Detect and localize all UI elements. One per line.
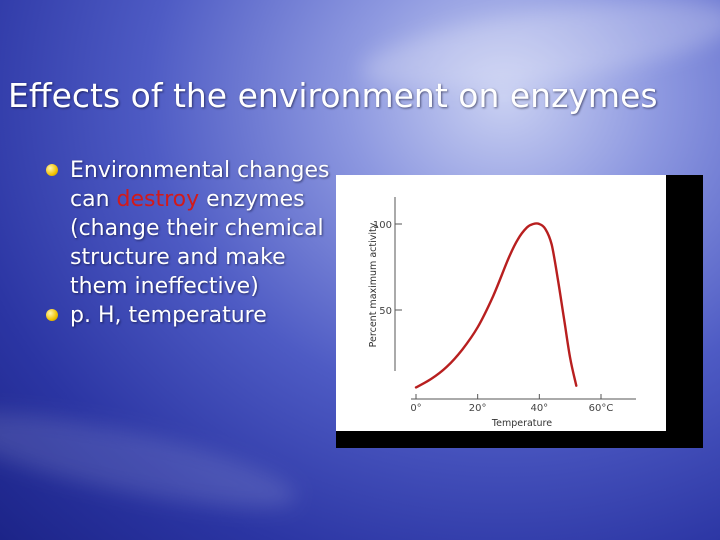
bullet-item: Environmental changes can destroy enzyme… xyxy=(46,156,336,301)
bullet-text: p. H, temperature xyxy=(70,303,267,328)
bullet-text-end: enzymes (change their chemical structure… xyxy=(70,187,324,299)
x-tick-label: 60°C xyxy=(589,403,614,414)
activity-curve xyxy=(414,222,578,389)
bullet-dot-icon xyxy=(46,164,58,176)
bullet-text: Environmental changes can xyxy=(70,158,330,212)
bullet-highlight: destroy xyxy=(116,187,200,212)
y-tick-label: 50 xyxy=(379,306,392,317)
activity-chart: 50 100 0° 20° 40° 60°C Percent maximum activi… xyxy=(336,175,666,431)
x-tick-label: 20° xyxy=(469,403,487,414)
x-tick-label: 40° xyxy=(530,403,548,414)
x-axis-title: Temperature xyxy=(491,418,552,429)
slide-title: Effects of the environment on enzymes xyxy=(8,76,658,115)
bullet-dot-icon xyxy=(46,309,58,321)
bullet-list: Environmental changes can destroy enzyme… xyxy=(46,156,336,330)
y-axis-title: Percent maximum activity xyxy=(368,222,379,347)
chart-panel: 50 100 0° 20° 40° 60°C Percent maximum activi… xyxy=(336,175,703,448)
chart-plot-background xyxy=(336,175,666,431)
y-tick-label: 100 xyxy=(373,220,392,231)
x-tick-label: 0° xyxy=(410,403,421,414)
bullet-item: p. H, temperature xyxy=(46,301,336,330)
